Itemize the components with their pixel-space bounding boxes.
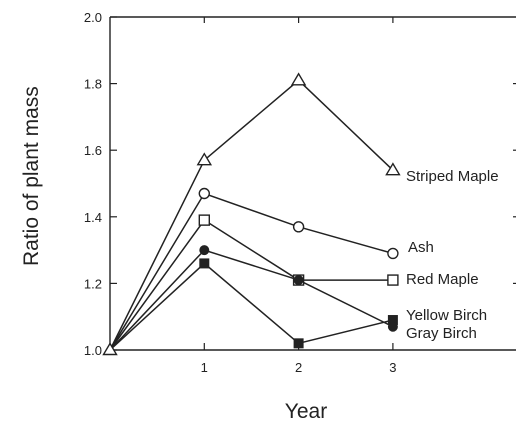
- y-tick-label: 1.6: [84, 143, 102, 158]
- marker-triangle-open: [385, 162, 401, 176]
- axes: [109, 16, 516, 351]
- tick-labels: 1.0 1.2 1.4 1.6 1.8 2.0 1 2 3: [84, 10, 397, 375]
- x-tick-label: 2: [295, 360, 302, 375]
- y-tick-label: 1.0: [84, 343, 102, 358]
- series-labels: Striped Maple Ash Red Maple Yellow BirchGra…: [406, 168, 499, 342]
- y-tick-label: 1.2: [84, 276, 102, 291]
- marker-circle-open: [292, 221, 305, 233]
- y-tick-label: 1.4: [84, 210, 102, 225]
- marker-square-filled: [199, 258, 210, 269]
- marker-triangle-open: [102, 342, 118, 356]
- marker-circle-filled: [387, 321, 398, 332]
- series-label-ash: Ash: [408, 239, 434, 256]
- series-line-ash: [109, 192, 394, 351]
- series-label-red-maple: Red Maple: [406, 271, 479, 288]
- y-axis-title: Ratio of plant mass: [20, 86, 43, 266]
- marker-circle-filled: [293, 275, 304, 286]
- marker-circle-open: [387, 247, 399, 260]
- series-label-yellow-birch: Yellow Birch: [406, 307, 487, 324]
- marker-circle-filled: [199, 245, 210, 256]
- x-tick-label: 3: [389, 360, 396, 375]
- marker-square-open: [387, 274, 399, 286]
- x-tick-label: 1: [201, 360, 208, 375]
- series-line-gray-birch: [109, 249, 394, 351]
- marker-circle-open: [198, 187, 211, 200]
- y-tick-label: 2.0: [84, 10, 102, 25]
- series-markers: [102, 72, 401, 356]
- series-line-red-maple: [109, 219, 393, 351]
- marker-triangle-open: [290, 72, 307, 86]
- marker-square-open: [198, 214, 211, 226]
- series-line-striped-maple: [109, 79, 394, 351]
- marker-triangle-open: [196, 152, 213, 166]
- series-label-gray-birch: Gray Birch: [406, 325, 477, 342]
- marker-square-filled: [293, 338, 304, 349]
- series-lines: [109, 79, 394, 351]
- x-axis-title: Year: [284, 400, 328, 423]
- series-line-yellow-birch: [109, 262, 394, 351]
- y-tick-label: 1.8: [84, 77, 102, 92]
- series-label-striped-maple: Striped Maple: [406, 168, 499, 185]
